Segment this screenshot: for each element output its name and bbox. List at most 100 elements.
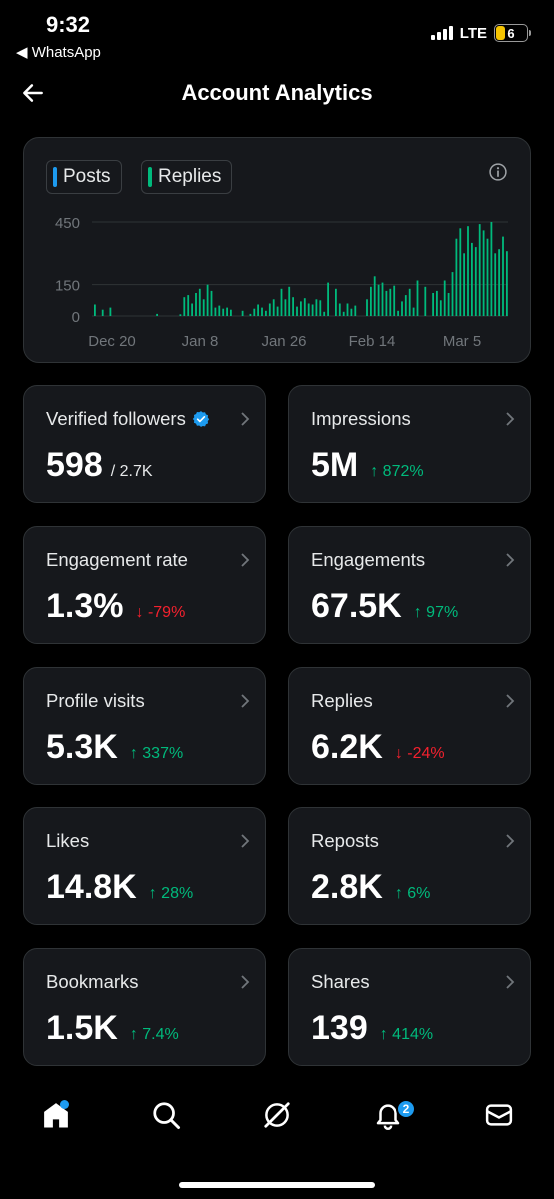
- chart-bar: [455, 238, 458, 316]
- chart-bar: [478, 224, 481, 316]
- chart-bar: [350, 308, 353, 316]
- card-likes[interactable]: Likes 14.8K ↑ 28%: [23, 807, 266, 925]
- chart-bar: [482, 230, 485, 316]
- chart-bar: [354, 305, 357, 316]
- card-engagements[interactable]: Engagements 67.5K ↑ 97%: [288, 526, 531, 644]
- chart-bar: [265, 310, 267, 316]
- card-shares[interactable]: Shares 139 ↑ 414%: [288, 948, 531, 1066]
- chart-bar: [366, 299, 368, 316]
- posts-swatch: [53, 167, 57, 187]
- chart-bar: [401, 301, 403, 316]
- chart-x-tick-label: Jan 26: [261, 333, 306, 350]
- chart-bar: [381, 282, 384, 316]
- chart-bar: [335, 288, 337, 316]
- card-value-text: 2.8K: [311, 868, 383, 906]
- chart-bar: [300, 301, 302, 316]
- chart-bar: [451, 272, 454, 316]
- chart-bar: [486, 238, 489, 316]
- home-unread-dot: [60, 1100, 69, 1109]
- chart-bar: [412, 307, 415, 316]
- back-to-app-link[interactable]: ◀ WhatsApp: [16, 44, 101, 61]
- messages-icon[interactable]: [484, 1100, 514, 1130]
- chevron-right-icon: [506, 694, 515, 708]
- chevron-right-icon: [241, 975, 250, 989]
- chart-bar: [436, 290, 438, 316]
- chart-bar: [241, 310, 244, 316]
- card-value: 1.5K ↑ 7.4%: [46, 1009, 179, 1048]
- notifications-bell-icon[interactable]: [373, 1100, 403, 1130]
- chart-bar: [494, 253, 497, 316]
- card-replies[interactable]: Replies 6.2K ↓ -24%: [288, 667, 531, 785]
- page-title: Account Analytics: [181, 80, 373, 105]
- card-label: Replies: [311, 690, 373, 712]
- chart-bar: [315, 299, 318, 316]
- chart-bar: [191, 303, 193, 316]
- chart-bar: [218, 305, 221, 316]
- chart-x-tick-label: Dec 20: [88, 333, 136, 350]
- chart-bar: [195, 293, 197, 316]
- card-delta: ↑ 414%: [379, 1026, 434, 1043]
- card-impressions[interactable]: Impressions 5M ↑ 872%: [288, 385, 531, 503]
- card-value-text: 598: [46, 446, 103, 484]
- chart-bar: [474, 247, 477, 316]
- chart-bar: [389, 288, 392, 316]
- legend-replies-label: Replies: [158, 166, 222, 187]
- card-value: 67.5K ↑ 97%: [311, 587, 458, 626]
- card-engagement-rate[interactable]: Engagement rate 1.3% ↓ -79%: [23, 526, 266, 644]
- card-value: 5.3K ↑ 337%: [46, 728, 183, 767]
- legend-posts-label: Posts: [63, 166, 111, 187]
- chevron-right-icon: [241, 412, 250, 426]
- card-value-text: 67.5K: [311, 587, 402, 625]
- chart-bar: [272, 299, 275, 316]
- chevron-right-icon: [241, 553, 250, 567]
- card-delta: ↑ 7.4%: [129, 1026, 179, 1043]
- chart-bar: [311, 304, 314, 316]
- card-bookmarks[interactable]: Bookmarks 1.5K ↑ 7.4%: [23, 948, 266, 1066]
- card-sub-text: / 2.7K: [110, 463, 153, 480]
- card-label-text: Verified followers: [46, 408, 186, 429]
- card-delta: ↓ -79%: [135, 604, 186, 621]
- card-label: Likes: [46, 830, 89, 852]
- card-label: Verified followers: [46, 408, 210, 430]
- search-icon[interactable]: [151, 1100, 181, 1130]
- chart-bar: [338, 303, 341, 316]
- card-label-text: Replies: [311, 690, 373, 711]
- chart-bar: [288, 286, 291, 316]
- card-profile-visits[interactable]: Profile visits 5.3K ↑ 337%: [23, 667, 266, 785]
- card-value-text: 5M: [311, 446, 359, 484]
- chart-bar: [292, 297, 294, 316]
- chart-bar: [373, 276, 376, 316]
- card-label-text: Engagement rate: [46, 549, 188, 570]
- chart-bar: [307, 303, 310, 316]
- card-label-text: Likes: [46, 830, 90, 851]
- grok-icon[interactable]: [262, 1100, 292, 1130]
- legend-posts[interactable]: Posts: [46, 160, 122, 194]
- chart-bar: [377, 284, 380, 316]
- chart-bar: [202, 299, 205, 316]
- chart-bar: [327, 282, 329, 316]
- card-value-text: 1.3%: [46, 587, 124, 625]
- chart-bar: [439, 300, 442, 316]
- home-icon[interactable]: [41, 1100, 71, 1130]
- legend-replies[interactable]: Replies: [141, 160, 233, 194]
- chart-bar: [257, 304, 259, 316]
- chart-bar: [261, 307, 263, 316]
- card-label-text: Bookmarks: [46, 971, 139, 992]
- card-delta: ↑ 97%: [413, 604, 459, 621]
- card-verified-followers[interactable]: Verified followers 598 / 2.7K: [23, 385, 266, 503]
- chart-bar: [101, 309, 104, 316]
- card-reposts[interactable]: Reposts 2.8K ↑ 6%: [288, 807, 531, 925]
- card-label: Shares: [311, 971, 370, 993]
- info-icon[interactable]: [488, 162, 508, 182]
- chart-bar: [253, 308, 256, 316]
- chart-bar: [346, 303, 349, 316]
- chevron-right-icon: [241, 694, 250, 708]
- card-value-text: 14.8K: [46, 868, 137, 906]
- chart-bar: [443, 280, 446, 316]
- back-arrow-icon[interactable]: [20, 80, 46, 106]
- chart-y-tick-label: 150: [55, 278, 80, 295]
- chart-bar: [276, 306, 279, 316]
- chart-x-tick-label: Mar 5: [443, 333, 481, 350]
- chart-bar: [183, 297, 186, 316]
